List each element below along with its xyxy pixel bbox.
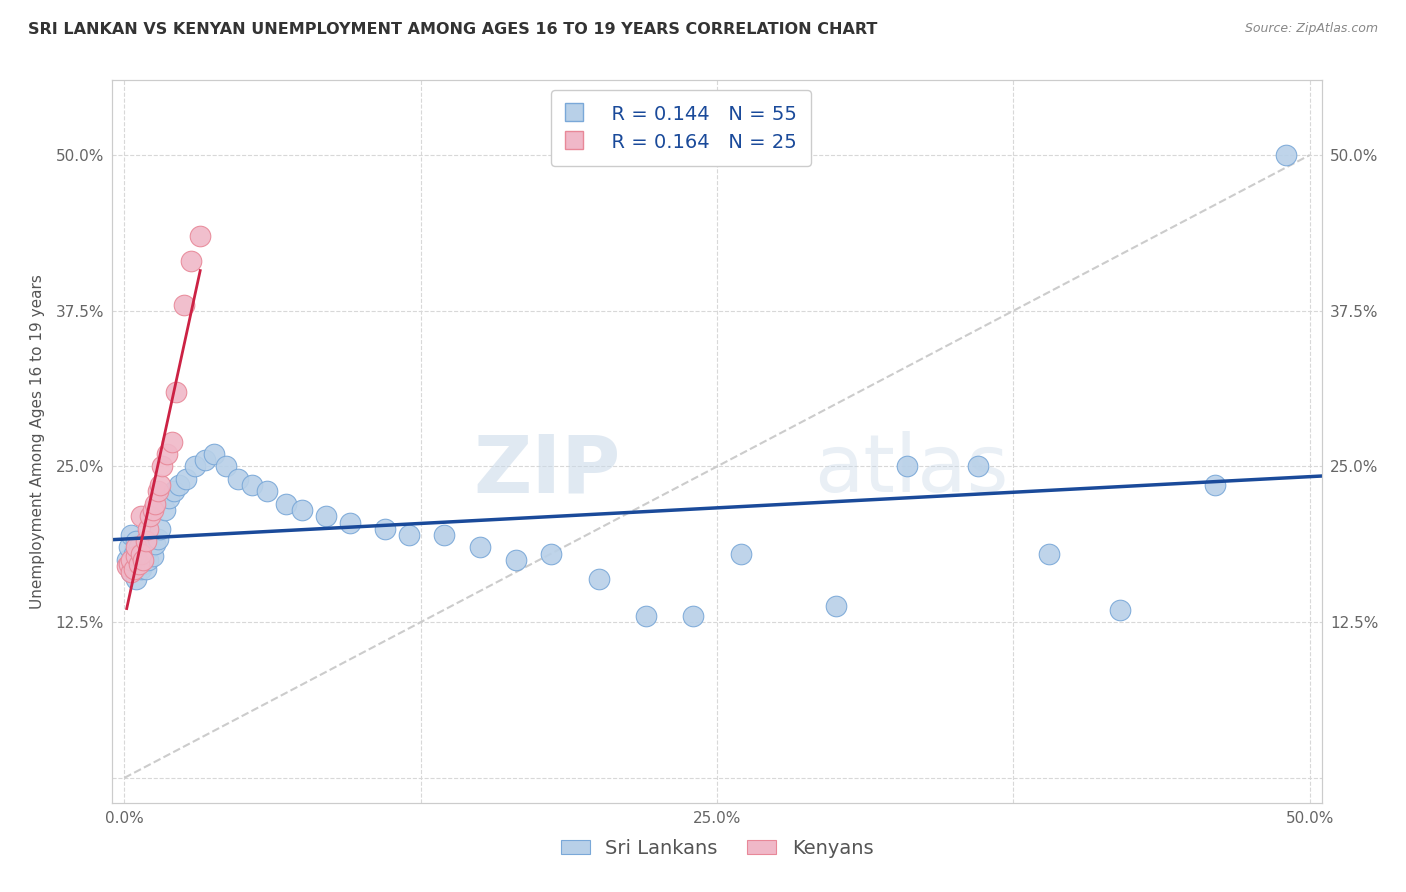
Point — [136, 553, 159, 567]
Point — [120, 566, 142, 580]
Point — [129, 509, 152, 524]
Point — [339, 516, 361, 530]
Point — [256, 484, 278, 499]
Point — [128, 557, 150, 571]
Point — [120, 566, 142, 580]
Text: SRI LANKAN VS KENYAN UNEMPLOYMENT AMONG AGES 16 TO 19 YEARS CORRELATION CHART: SRI LANKAN VS KENYAN UNEMPLOYMENT AMONG … — [28, 22, 877, 37]
Point — [966, 459, 988, 474]
Point — [291, 503, 314, 517]
Point — [135, 534, 157, 549]
Point — [180, 253, 202, 268]
Point — [188, 229, 211, 244]
Point — [129, 549, 152, 563]
Point — [315, 509, 337, 524]
Point — [167, 478, 190, 492]
Point — [824, 599, 846, 613]
Point — [1109, 603, 1132, 617]
Point — [184, 459, 207, 474]
Point — [143, 497, 166, 511]
Point — [149, 522, 172, 536]
Text: Source: ZipAtlas.com: Source: ZipAtlas.com — [1244, 22, 1378, 36]
Point — [374, 522, 396, 536]
Point — [125, 572, 148, 586]
Point — [118, 557, 141, 571]
Point — [146, 532, 169, 546]
Point — [136, 522, 159, 536]
Point — [125, 549, 148, 563]
Point — [120, 528, 142, 542]
Point — [149, 478, 172, 492]
Point — [398, 528, 420, 542]
Point — [682, 609, 704, 624]
Point — [156, 447, 179, 461]
Point — [588, 572, 610, 586]
Point — [118, 541, 141, 555]
Point — [139, 509, 162, 524]
Point — [142, 549, 165, 563]
Point — [540, 547, 562, 561]
Point — [896, 459, 918, 474]
Point — [160, 434, 183, 449]
Point — [136, 534, 159, 549]
Point — [122, 547, 145, 561]
Point — [174, 472, 197, 486]
Legend: Sri Lankans, Kenyans: Sri Lankans, Kenyans — [553, 830, 882, 865]
Point — [115, 553, 138, 567]
Point — [166, 384, 188, 399]
Point — [128, 553, 150, 567]
Point — [132, 557, 155, 571]
Point — [120, 553, 142, 567]
Point — [1038, 547, 1060, 561]
Point — [128, 541, 150, 555]
Point — [122, 559, 145, 574]
Point — [129, 561, 152, 575]
Point — [634, 609, 657, 624]
Point — [505, 553, 527, 567]
Y-axis label: Unemployment Among Ages 16 to 19 years: Unemployment Among Ages 16 to 19 years — [30, 274, 45, 609]
Point — [132, 544, 155, 558]
Point — [150, 459, 173, 474]
Point — [125, 534, 148, 549]
Point — [129, 547, 152, 561]
Point — [240, 478, 263, 492]
Point — [125, 541, 148, 555]
Point — [122, 561, 145, 575]
Point — [730, 547, 752, 561]
Point — [142, 503, 165, 517]
Point — [173, 297, 195, 311]
Point — [215, 459, 238, 474]
Point — [163, 484, 186, 499]
Point — [157, 491, 180, 505]
Point — [194, 453, 217, 467]
Text: ZIP: ZIP — [472, 432, 620, 509]
Point — [1275, 148, 1298, 162]
Point — [115, 559, 138, 574]
Point — [274, 497, 297, 511]
Point — [204, 447, 226, 461]
Point — [468, 541, 491, 555]
Point — [132, 553, 155, 567]
Point — [153, 503, 176, 517]
Point — [226, 472, 249, 486]
Point — [1204, 478, 1226, 492]
Point — [143, 537, 166, 551]
Point — [433, 528, 456, 542]
Point — [139, 541, 162, 555]
Point — [135, 561, 157, 575]
Text: atlas: atlas — [814, 432, 1008, 509]
Point — [146, 484, 169, 499]
